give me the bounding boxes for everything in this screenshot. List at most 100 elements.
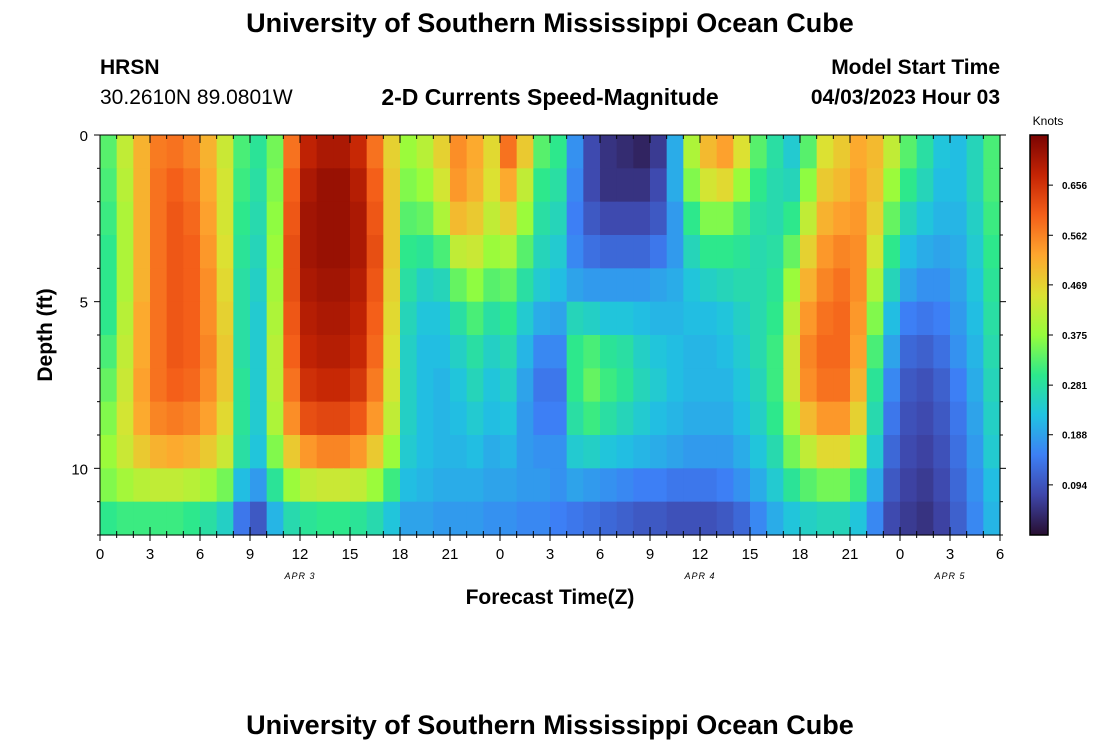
heatmap-cell xyxy=(883,468,901,503)
heatmap-cell xyxy=(700,468,718,503)
heatmap-cell xyxy=(766,335,784,369)
heatmap-cell xyxy=(900,435,918,469)
heatmap-cell xyxy=(616,435,634,469)
heatmap-cell xyxy=(733,335,751,369)
heatmap-cell xyxy=(516,301,534,336)
heatmap-cell xyxy=(266,501,284,536)
heatmap-cell xyxy=(783,135,801,169)
heatmap-cell xyxy=(916,468,934,503)
heatmap-cell xyxy=(366,468,384,503)
heatmap-cell xyxy=(516,235,534,269)
heatmap-cell xyxy=(600,235,618,269)
heatmap-cell xyxy=(500,435,518,469)
heatmap-cell xyxy=(783,368,801,403)
heatmap-cell xyxy=(300,501,318,536)
heatmap-cell xyxy=(733,201,751,236)
heatmap-cell xyxy=(416,201,434,236)
heatmap-cell xyxy=(566,468,584,503)
heatmap-cell xyxy=(466,201,484,236)
heatmap-cell xyxy=(500,301,518,336)
heatmap-cell xyxy=(200,368,218,403)
heatmap-cell xyxy=(633,235,651,269)
heatmap-cell xyxy=(833,368,851,403)
heatmap-cell xyxy=(733,235,751,269)
heatmap-cell xyxy=(150,501,168,536)
heatmap-cell xyxy=(600,401,618,436)
heatmap-cell xyxy=(200,235,218,269)
heatmap-cell xyxy=(250,235,268,269)
heatmap-cell xyxy=(766,201,784,236)
heatmap-cell xyxy=(816,468,834,503)
heatmap-cell xyxy=(183,135,201,169)
heatmap-cell xyxy=(800,301,818,336)
heatmap-cell xyxy=(216,268,234,303)
heatmap-cell xyxy=(850,368,868,403)
heatmap-cell xyxy=(533,268,551,303)
heatmap-cell xyxy=(283,401,301,436)
heatmap-cell xyxy=(250,168,268,203)
heatmap-cell xyxy=(566,201,584,236)
heatmap-cell xyxy=(683,135,701,169)
heatmap-cell xyxy=(850,335,868,369)
heatmap-cell xyxy=(900,501,918,536)
heatmap-cell xyxy=(816,201,834,236)
heatmap-cell xyxy=(800,235,818,269)
heatmap-cell xyxy=(283,501,301,536)
heatmap-cell xyxy=(700,201,718,236)
heatmap-cell xyxy=(266,201,284,236)
heatmap-cell xyxy=(200,201,218,236)
heatmap-cell xyxy=(866,268,884,303)
heatmap-cell xyxy=(516,201,534,236)
heatmap-cell xyxy=(966,235,984,269)
heatmap-cell xyxy=(266,368,284,403)
x-tick-label: 6 xyxy=(996,546,1004,563)
date-labels: APR 3 APR 4 APR 5 xyxy=(283,571,964,581)
heatmap-cell xyxy=(166,501,184,536)
heatmap-cell xyxy=(316,468,334,503)
heatmap-cell xyxy=(316,135,334,169)
heatmap-cell xyxy=(333,235,351,269)
heatmap-cell xyxy=(833,168,851,203)
heatmap-cell xyxy=(566,268,584,303)
heatmap-cell xyxy=(483,135,501,169)
heatmap-cell xyxy=(850,401,868,436)
heatmap-cell xyxy=(983,468,1001,503)
footer-title: University of Southern Mississippi Ocean… xyxy=(246,710,854,740)
chart-subtitle: 2-D Currents Speed-Magnitude xyxy=(381,84,719,110)
heatmap-cell xyxy=(116,335,134,369)
heatmap-cell xyxy=(850,435,868,469)
heatmap-cell xyxy=(583,201,601,236)
heatmap-cell xyxy=(583,468,601,503)
heatmap-cell xyxy=(300,368,318,403)
heatmap-cell xyxy=(566,301,584,336)
x-tick-label: 0 xyxy=(496,546,504,563)
heatmap-cell xyxy=(316,201,334,236)
heatmap-cell xyxy=(216,301,234,336)
heatmap-cell xyxy=(316,335,334,369)
heatmap-cell xyxy=(350,335,368,369)
y-axis-label: Depth (ft) xyxy=(34,288,57,381)
heatmap-cell xyxy=(483,268,501,303)
heatmap-cell xyxy=(466,468,484,503)
heatmap-cell xyxy=(683,501,701,536)
heatmap-cell xyxy=(500,201,518,236)
date-label: APR 3 xyxy=(283,571,315,581)
heatmap-cell xyxy=(233,301,251,336)
heatmap-cell xyxy=(150,135,168,169)
heatmap-cell xyxy=(183,335,201,369)
heatmap-cell xyxy=(866,368,884,403)
heatmap-cell xyxy=(833,435,851,469)
heatmap-cell xyxy=(933,335,951,369)
heatmap-cell xyxy=(916,301,934,336)
heatmap-cell xyxy=(250,335,268,369)
heatmap-cell xyxy=(300,335,318,369)
heatmap-cell xyxy=(483,368,501,403)
heatmap-cell xyxy=(200,501,218,536)
model-start-label: Model Start Time xyxy=(831,56,1000,79)
heatmap-cell xyxy=(183,168,201,203)
heatmap-cell xyxy=(783,501,801,536)
heatmap-cell xyxy=(250,501,268,536)
heatmap-cell xyxy=(633,335,651,369)
heatmap-cell xyxy=(150,235,168,269)
heatmap-cell xyxy=(516,368,534,403)
